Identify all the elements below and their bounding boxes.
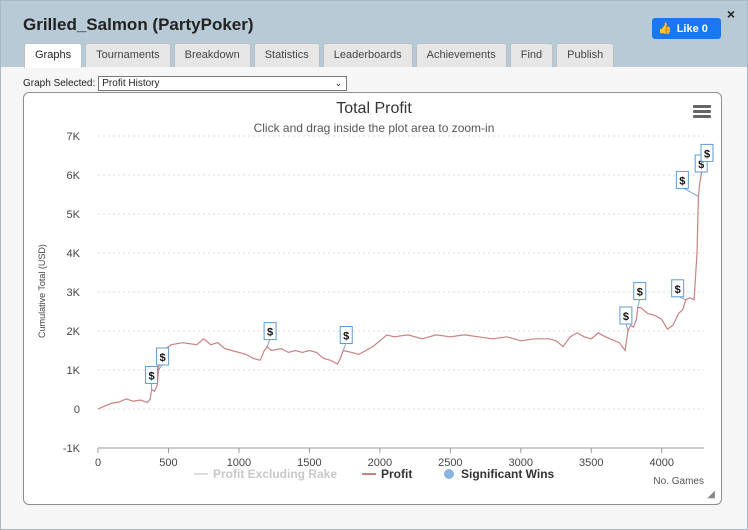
significant-wins-layer: $$$ $$$ $$$$ (145, 143, 714, 392)
win-flag-box (671, 279, 685, 298)
window-title: Grilled_Salmon (PartyPoker) (23, 15, 254, 34)
y-axis-label: Cumulative Total (USD) (37, 244, 47, 338)
chart-title: Total Profit (336, 100, 412, 117)
x-tick-label: 2000 (368, 457, 392, 469)
chart-subtitle: Click and drag inside the plot area to z… (254, 121, 495, 135)
win-flag-box (145, 365, 159, 384)
tab-publish[interactable]: Publish (556, 43, 615, 67)
y-tick-label: 3K (67, 287, 81, 299)
win-flag-box (700, 143, 714, 162)
win-flag-label: $ (637, 287, 643, 299)
y-tick-label: 6K (67, 170, 81, 182)
tab-graphs[interactable]: Graphs (24, 43, 83, 68)
win-flag-label: $ (148, 370, 154, 382)
graph-select-dropdown[interactable]: Profit History ⌄ (98, 76, 348, 91)
win-flag-box (339, 326, 353, 344)
win-flag-label: $ (675, 284, 681, 296)
x-tick-label: 3000 (509, 457, 533, 469)
y-tick-label: 2K (67, 326, 81, 338)
graph-select-value: Profit History (102, 78, 160, 89)
win-flag-label: $ (698, 159, 704, 171)
legend: Profit Excluding Rake Profit Significant W… (194, 467, 555, 481)
hamburger-menu-icon[interactable] (693, 105, 711, 119)
win-flag-box (263, 322, 277, 341)
y-tick-label: 7K (67, 131, 81, 143)
x-tick-label: 1000 (227, 457, 251, 469)
x-tick-label: 0 (95, 457, 101, 469)
win-flag-label: $ (623, 311, 629, 323)
win-flag-box (675, 170, 689, 189)
title-bar: Grilled_Salmon (PartyPoker) × 👍 Like 0 G… (1, 1, 747, 68)
x-axis-label: No. Games (653, 476, 704, 487)
tab-tournaments[interactable]: Tournaments (85, 43, 171, 67)
legend-item: Profit (381, 467, 412, 481)
legend-item: Significant Wins (461, 467, 555, 481)
win-flag-label: $ (704, 148, 710, 160)
tab-bar: Graphs Tournaments Breakdown Statistics … (24, 43, 615, 68)
win-flag-box (633, 282, 647, 301)
close-icon[interactable]: × (726, 6, 735, 22)
win-flag-label: $ (679, 175, 685, 187)
y-tick-label: 1K (67, 365, 81, 377)
x-tick-label: 4000 (649, 457, 673, 469)
win-flag-label: $ (160, 352, 166, 364)
tab-leaderboards[interactable]: Leaderboards (322, 43, 413, 67)
x-tick-label: 3500 (579, 457, 603, 469)
thumbs-up-icon: 👍 (658, 23, 672, 35)
x-tick-label: 1500 (297, 457, 321, 469)
facebook-like-button[interactable]: 👍 Like 0 (652, 18, 721, 39)
win-flag-label: $ (267, 327, 273, 339)
win-flag-box (619, 306, 633, 325)
win-flag-box (156, 347, 170, 366)
tab-find[interactable]: Find (509, 43, 554, 67)
win-flag-label: $ (343, 331, 349, 343)
y-tick-label: 0 (74, 404, 80, 416)
y-tick-label: -1K (63, 443, 81, 455)
like-label: Like 0 (676, 22, 708, 35)
chevron-down-icon: ⌄ (334, 78, 343, 88)
tab-achievements[interactable]: Achievements (415, 43, 507, 67)
series-layer (97, 159, 705, 410)
chart-panel: Total Profit Click and drag inside the p… (23, 92, 722, 505)
y-tick-label: 4K (67, 248, 81, 260)
tab-breakdown[interactable]: Breakdown (173, 43, 251, 67)
legend-item: Profit Excluding Rake (213, 467, 337, 481)
graph-selector: Graph Selected: Profit History ⌄ (23, 76, 348, 91)
profit-chart[interactable]: Total Profit Click and drag inside the p… (24, 93, 721, 504)
x-tick-label: 500 (159, 457, 177, 469)
x-tick-label: 2500 (438, 457, 462, 469)
graph-selector-label: Graph Selected: (23, 78, 96, 89)
axis-ticks: -1K 0 1K 2K 3K 4K 5K 6K 7K 0 500 1000 1500 2000 2500 30… (63, 131, 704, 469)
legend-swatch (444, 469, 454, 479)
series-line-profit (97, 159, 705, 410)
tab-statistics[interactable]: Statistics (253, 43, 320, 67)
grid-lines (98, 135, 704, 449)
resize-handle-icon[interactable]: ◢ (707, 489, 715, 500)
y-tick-label: 5K (67, 209, 81, 221)
